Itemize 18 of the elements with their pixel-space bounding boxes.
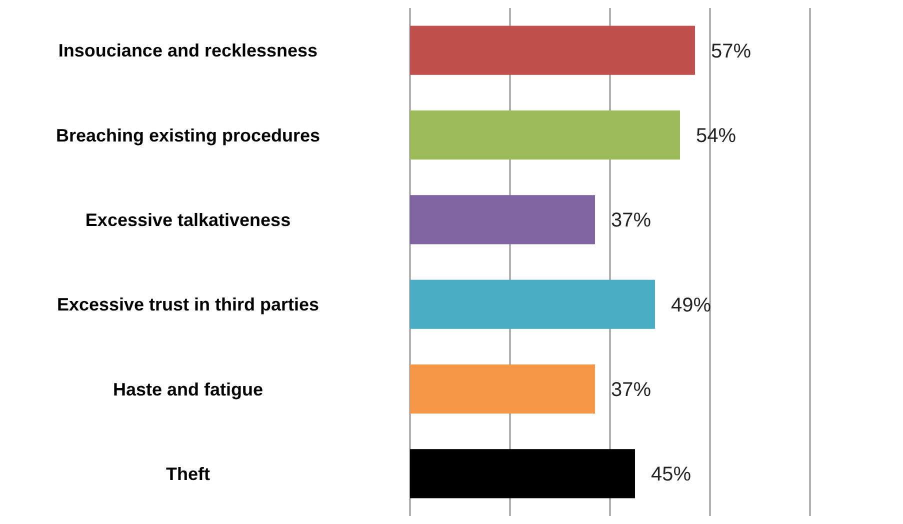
y-tick-label: Excessive trust in third parties [56,294,320,315]
data-label: 57% [711,40,752,62]
data-label: 45% [651,464,692,486]
data-label: 49% [671,294,712,316]
bar [410,26,695,75]
y-tick-label: Breaching existing procedures [56,125,320,146]
bar [410,449,635,498]
y-tick-label: Excessive talkativeness [85,210,291,230]
data-label: 37% [611,379,652,401]
data-label: 37% [611,210,652,232]
data-label: 54% [696,125,736,147]
bar [410,364,595,414]
bar [410,195,595,244]
bar [410,110,680,160]
y-tick-label: Theft [166,464,210,484]
y-tick-label: Insouciance and recklessness [58,40,318,61]
bar [410,280,655,329]
y-tick-label: Haste and fatigue [112,379,264,400]
